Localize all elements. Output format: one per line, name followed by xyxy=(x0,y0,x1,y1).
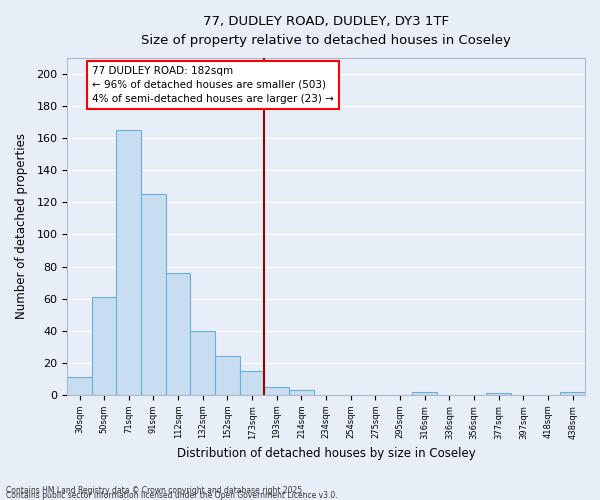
Text: Contains public sector information licensed under the Open Government Licence v3: Contains public sector information licen… xyxy=(6,491,338,500)
Text: Contains HM Land Registry data © Crown copyright and database right 2025.: Contains HM Land Registry data © Crown c… xyxy=(6,486,305,495)
Y-axis label: Number of detached properties: Number of detached properties xyxy=(15,134,28,320)
Bar xyxy=(67,378,92,395)
Bar xyxy=(412,392,437,395)
X-axis label: Distribution of detached houses by size in Coseley: Distribution of detached houses by size … xyxy=(177,447,475,460)
Bar xyxy=(240,371,265,395)
Bar xyxy=(215,356,240,395)
Bar xyxy=(265,387,289,395)
Bar xyxy=(289,390,314,395)
Bar xyxy=(487,394,511,395)
Bar xyxy=(116,130,141,395)
Bar xyxy=(92,297,116,395)
Text: 77 DUDLEY ROAD: 182sqm
← 96% of detached houses are smaller (503)
4% of semi-det: 77 DUDLEY ROAD: 182sqm ← 96% of detached… xyxy=(92,66,334,104)
Bar xyxy=(141,194,166,395)
Bar xyxy=(166,273,190,395)
Bar xyxy=(560,392,585,395)
Bar xyxy=(190,330,215,395)
Title: 77, DUDLEY ROAD, DUDLEY, DY3 1TF
Size of property relative to detached houses in: 77, DUDLEY ROAD, DUDLEY, DY3 1TF Size of… xyxy=(141,15,511,47)
